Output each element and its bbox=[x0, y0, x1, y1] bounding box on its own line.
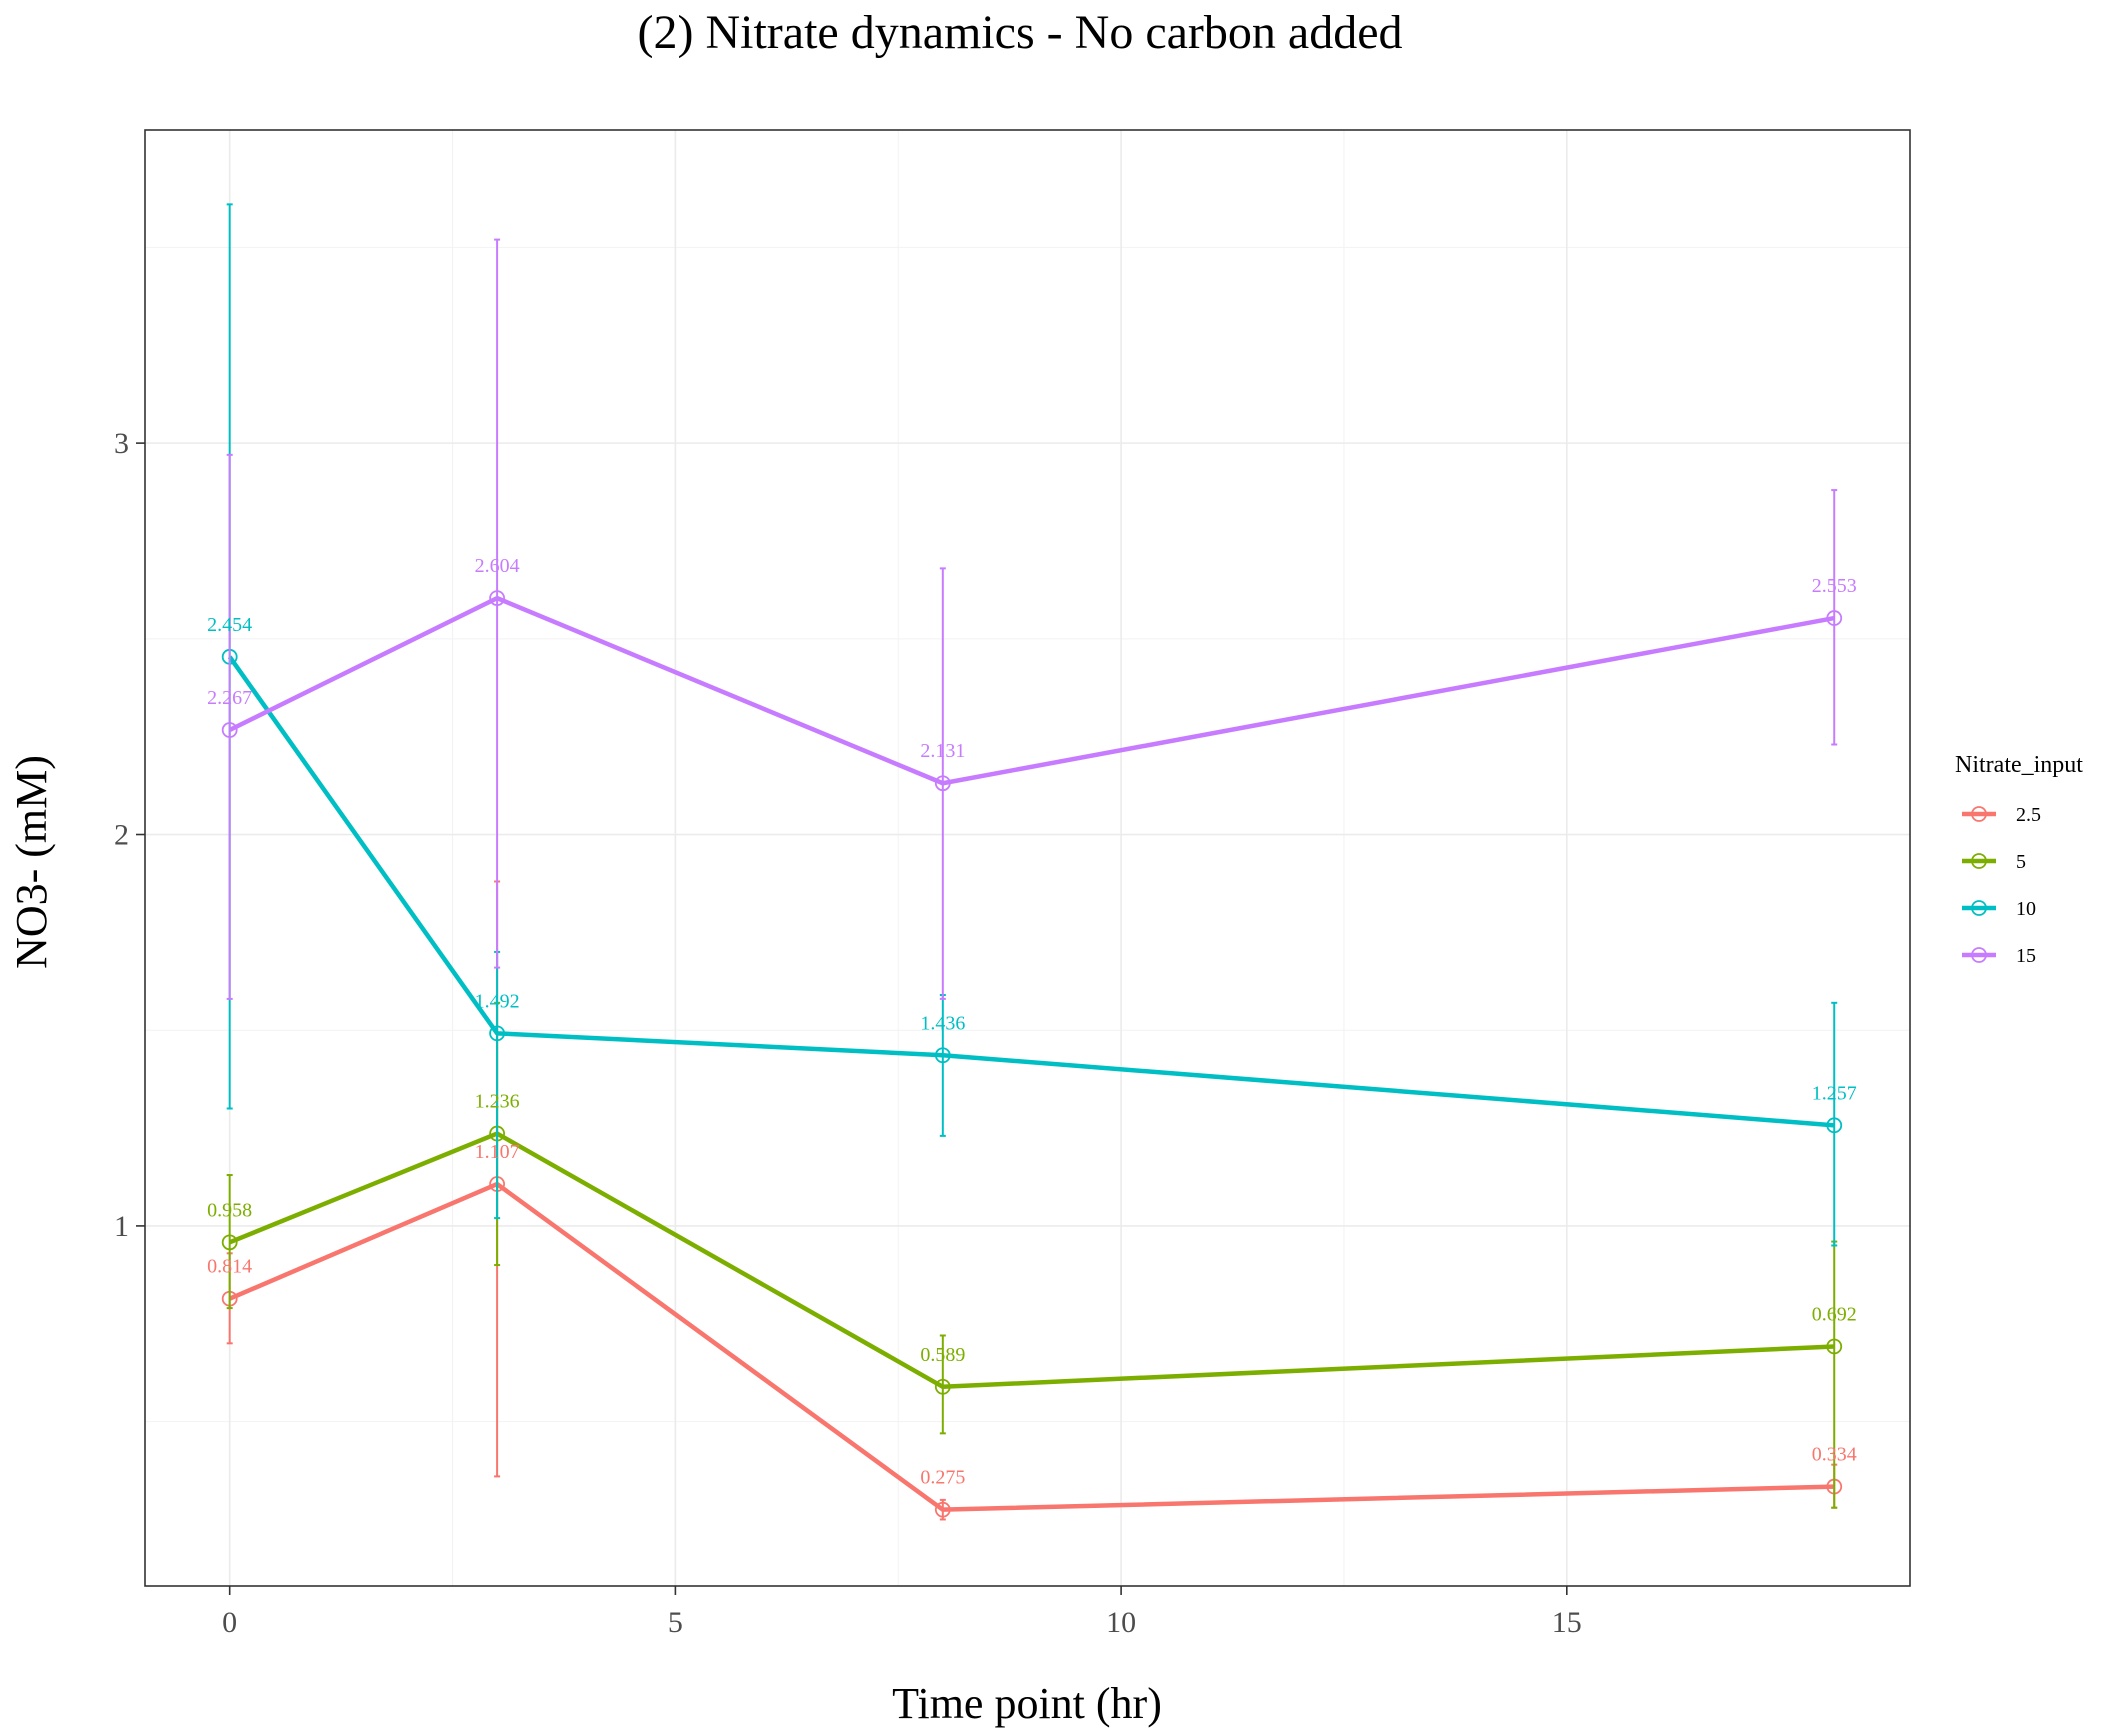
series-layer bbox=[221, 203, 1843, 1521]
legend: Nitrate_input 2.5 5 10 15 bbox=[1955, 752, 2083, 967]
data-label: 1.236 bbox=[475, 1091, 520, 1113]
x-tick-label: 10 bbox=[1106, 1606, 1136, 1639]
series-line bbox=[228, 595, 1835, 786]
legend-key-point bbox=[1971, 900, 1987, 916]
data-point bbox=[221, 1234, 238, 1251]
legend-items: 2.5 5 10 15 bbox=[1962, 804, 2041, 967]
data-point bbox=[934, 1501, 951, 1518]
data-label: 2.604 bbox=[475, 555, 520, 577]
data-point bbox=[1826, 1117, 1843, 1134]
data-point bbox=[934, 775, 951, 792]
data-label: 1.436 bbox=[920, 1012, 965, 1034]
legend-key-point bbox=[1971, 806, 1987, 822]
x-tick-label: 5 bbox=[668, 1606, 683, 1639]
data-point bbox=[934, 1047, 951, 1064]
series-line bbox=[228, 1131, 1835, 1390]
data-label: 0.692 bbox=[1812, 1303, 1857, 1325]
y-tick-label: 2 bbox=[114, 819, 129, 852]
legend-label: 2.5 bbox=[2016, 804, 2041, 826]
plot-panel: 0.814 1.107 0.275 0.334 0.958 1.236 0.589 0.692… bbox=[144, 129, 1911, 1587]
x-tick-label: 15 bbox=[1552, 1606, 1582, 1639]
legend-key-point bbox=[1971, 947, 1987, 963]
legend-item: 15 bbox=[1962, 945, 2036, 967]
data-label: 2.553 bbox=[1812, 575, 1857, 597]
plot-panel-background bbox=[145, 130, 1910, 1586]
data-label: 2.454 bbox=[207, 614, 252, 636]
y-tick-label: 3 bbox=[114, 427, 129, 460]
series-line bbox=[227, 655, 1835, 1128]
x-tick-label: 0 bbox=[222, 1606, 237, 1639]
series-line bbox=[228, 1181, 1835, 1512]
data-point bbox=[489, 1025, 506, 1042]
data-label: 2.131 bbox=[920, 740, 965, 762]
data-label: 0.958 bbox=[207, 1199, 252, 1221]
x-axis: 0 5 10 15 bbox=[222, 1586, 1582, 1639]
legend-label: 5 bbox=[2016, 851, 2026, 873]
data-point bbox=[1826, 1338, 1843, 1355]
legend-label: 10 bbox=[2016, 898, 2036, 920]
y-axis-title: NO3- (mM) bbox=[7, 755, 56, 969]
legend-item: 5 bbox=[1962, 851, 2026, 873]
legend-title: Nitrate_input bbox=[1955, 752, 2083, 778]
legend-item: 2.5 bbox=[1962, 804, 2041, 826]
chart-title: (2) Nitrate dynamics - No carbon added bbox=[637, 6, 1402, 59]
series-15 bbox=[221, 238, 1843, 1000]
data-label: 0.275 bbox=[920, 1467, 965, 1489]
data-label: 1.492 bbox=[475, 990, 520, 1012]
data-label: 0.589 bbox=[920, 1344, 965, 1366]
data-point bbox=[934, 1378, 951, 1395]
x-axis-title: Time point (hr) bbox=[892, 1679, 1162, 1728]
data-label: 1.107 bbox=[475, 1141, 520, 1163]
legend-key-point bbox=[1971, 853, 1987, 869]
legend-label: 15 bbox=[2016, 945, 2036, 967]
plot-panel-border bbox=[144, 129, 1911, 1587]
data-labels: 0.814 1.107 0.275 0.334 0.958 1.236 0.589 0.692… bbox=[207, 555, 1857, 1489]
y-axis: 1 2 3 bbox=[114, 427, 145, 1243]
data-point bbox=[221, 722, 238, 738]
data-label: 2.267 bbox=[207, 687, 252, 709]
legend-item: 10 bbox=[1962, 898, 2036, 920]
data-point bbox=[1826, 610, 1843, 626]
data-label: 0.814 bbox=[207, 1256, 252, 1278]
data-label: 0.334 bbox=[1812, 1444, 1857, 1466]
data-point bbox=[489, 590, 506, 607]
data-label: 1.257 bbox=[1812, 1082, 1857, 1104]
y-tick-label: 1 bbox=[114, 1210, 129, 1243]
